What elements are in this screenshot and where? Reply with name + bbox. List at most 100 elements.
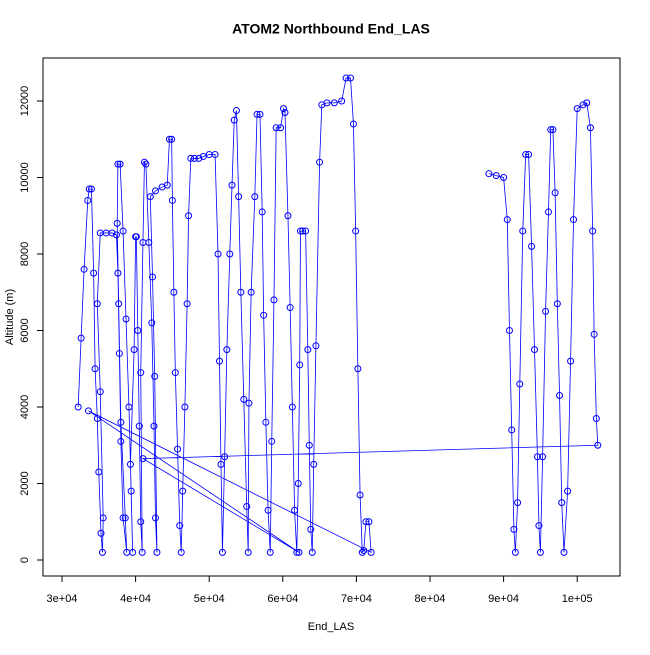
data-point <box>93 300 101 308</box>
data-point <box>485 170 493 178</box>
data-point <box>288 403 296 411</box>
data-point <box>272 124 280 132</box>
data-point <box>117 418 125 426</box>
data-point <box>151 187 159 195</box>
data-point <box>142 160 150 168</box>
data-point <box>516 380 524 388</box>
data-point <box>558 499 566 507</box>
data-point <box>268 437 276 445</box>
data-point <box>522 151 530 159</box>
data-point <box>266 548 274 556</box>
data-point <box>137 369 145 377</box>
data-point <box>168 196 176 204</box>
data-point <box>358 548 366 556</box>
data-point <box>176 522 184 530</box>
data-point <box>179 487 187 495</box>
data-point <box>528 242 536 250</box>
y-tick-label: 8000 <box>19 242 31 266</box>
data-point <box>567 357 575 365</box>
data-point <box>122 315 130 323</box>
data-point <box>531 346 539 354</box>
data-point <box>533 453 541 461</box>
data-point <box>151 514 159 522</box>
data-point <box>365 518 373 526</box>
data-point <box>84 196 92 204</box>
data-point <box>221 453 229 461</box>
data-point <box>168 135 176 143</box>
data-point <box>232 107 240 115</box>
data-point <box>93 414 101 422</box>
y-tick-label: 2000 <box>19 471 31 495</box>
data-point <box>305 441 313 449</box>
data-point <box>240 395 248 403</box>
data-point <box>121 514 129 522</box>
data-point <box>579 101 587 109</box>
y-tick-label: 0 <box>19 557 31 563</box>
data-point <box>215 357 223 365</box>
data-point <box>505 327 513 335</box>
data-point <box>177 548 185 556</box>
data-point <box>308 548 316 556</box>
data-point <box>347 74 355 82</box>
data-point <box>277 124 285 132</box>
data-point <box>316 158 324 166</box>
data-point <box>539 453 547 461</box>
data-point <box>97 529 105 537</box>
x-tick-label: 4e+04 <box>120 593 151 605</box>
data-point <box>310 460 318 468</box>
data-point <box>218 548 226 556</box>
data-point <box>183 300 191 308</box>
data-point <box>294 480 302 488</box>
data-point <box>195 154 203 162</box>
data-point <box>299 227 307 235</box>
data-point <box>134 327 142 335</box>
data-point <box>98 548 106 556</box>
data-point <box>247 288 255 296</box>
data-point <box>304 346 312 354</box>
data-point <box>352 227 360 235</box>
data-line <box>77 77 599 554</box>
x-tick-label: 5e+04 <box>194 593 225 605</box>
data-point <box>519 227 527 235</box>
data-point <box>564 487 572 495</box>
data-point <box>96 388 104 396</box>
data-point <box>74 403 82 411</box>
data-point <box>117 437 125 445</box>
data-point <box>330 99 338 107</box>
data-point <box>127 487 135 495</box>
data-point <box>323 99 331 107</box>
data-point <box>99 514 107 522</box>
data-point <box>536 548 544 556</box>
data-point <box>525 151 533 159</box>
x-tick-label: 3e+04 <box>47 593 78 605</box>
data-point <box>108 229 116 237</box>
data-point <box>115 349 123 357</box>
data-point <box>560 548 568 556</box>
data-point <box>360 546 368 554</box>
data-point <box>583 99 591 107</box>
data-point <box>140 158 148 166</box>
data-point <box>556 392 564 400</box>
data-point <box>228 181 236 189</box>
data-point <box>356 491 364 499</box>
data-point <box>281 108 289 116</box>
data-point <box>307 525 315 533</box>
data-point <box>187 154 195 162</box>
data-point <box>129 548 137 556</box>
data-point <box>514 499 522 507</box>
data-point <box>549 126 557 134</box>
x-tick-label: 6e+04 <box>267 593 298 605</box>
data-point <box>592 414 600 422</box>
data-point <box>342 74 350 82</box>
data-point <box>547 126 555 134</box>
data-point <box>286 304 294 312</box>
data-point <box>589 227 597 235</box>
data-point <box>296 361 304 369</box>
data-point <box>235 193 243 201</box>
data-point <box>85 185 93 193</box>
y-tick-label: 10000 <box>19 162 31 193</box>
data-point <box>367 548 375 556</box>
data-point <box>262 418 270 426</box>
data-point <box>163 181 171 189</box>
data-point <box>130 346 138 354</box>
